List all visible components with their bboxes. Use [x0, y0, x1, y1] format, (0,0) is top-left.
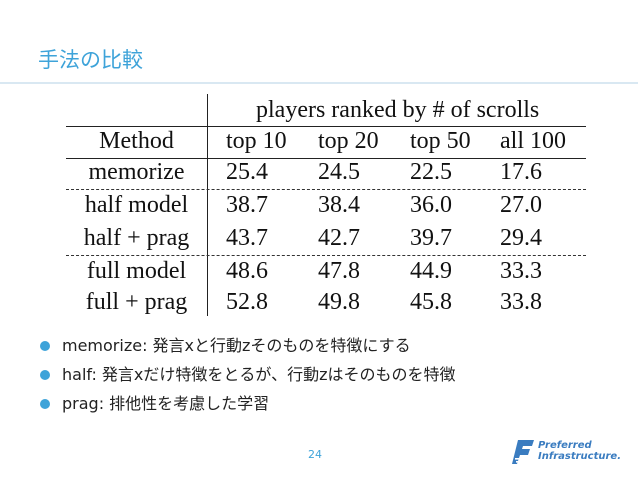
table-header-method: Method [99, 128, 174, 154]
table-cell: 45.8 [410, 289, 452, 315]
table-header-cell: top 20 [318, 128, 379, 154]
table-cell: 27.0 [500, 192, 542, 218]
table-cell: 39.7 [410, 225, 452, 251]
table-cell: 52.8 [226, 289, 268, 315]
table-dashed-rule [66, 189, 586, 190]
page-number: 24 [308, 448, 322, 461]
table-cell: 25.4 [226, 159, 268, 185]
bullet-item: memorize: 発言xと行動zそのものを特徴にする [40, 336, 455, 365]
table-method-label: half model [84, 192, 189, 218]
bullet-dot-icon [40, 370, 50, 380]
table-cell: 44.9 [410, 258, 452, 284]
table-method-label: half + prag [83, 225, 190, 251]
logo-text-line: Preferred [538, 440, 592, 451]
logo-text: Preferred Infrastructure. [538, 440, 621, 462]
table-cell: 43.7 [226, 225, 268, 251]
table-method-label: full + prag [85, 289, 188, 315]
table-header-cell: all 100 [500, 128, 566, 154]
bullet-dot-icon [40, 399, 50, 409]
table-cell: 29.4 [500, 225, 542, 251]
table-cell: 47.8 [318, 258, 360, 284]
bullet-dot-icon [40, 341, 50, 351]
table-cell: 42.7 [318, 225, 360, 251]
table-method-label: full model [86, 258, 187, 284]
table-vertical-rule [207, 94, 208, 316]
table-cell: 24.5 [318, 159, 360, 185]
table-rule-below-group-header [66, 126, 586, 127]
bullet-text: half: 発言xだけ特徴をとるが、行動zはそのものを特徴 [62, 365, 456, 384]
table-cell: 33.3 [500, 258, 542, 284]
table-rule-below-header [66, 158, 586, 159]
table-dashed-rule [66, 255, 586, 256]
logo-mark-icon [512, 440, 534, 464]
bullet-text: memorize: 発言xと行動zそのものを特徴にする [62, 336, 411, 355]
table-cell: 33.8 [500, 289, 542, 315]
table-cell: 49.8 [318, 289, 360, 315]
title-divider [0, 82, 638, 84]
table-cell: 22.5 [410, 159, 452, 185]
logo-text-line: Infrastructure. [538, 451, 621, 462]
table-group-header: players ranked by # of scrolls [256, 97, 540, 123]
company-logo: Preferred Infrastructure. [512, 438, 634, 468]
table-cell: 38.4 [318, 192, 360, 218]
slide-title: 手法の比較 [38, 48, 143, 72]
table-cell: 38.7 [226, 192, 268, 218]
bullet-text: prag: 排他性を考慮した学習 [62, 394, 270, 413]
bullet-list: memorize: 発言xと行動zそのものを特徴にする half: 発言xだけ特… [40, 336, 455, 423]
results-table: players ranked by # of scrolls Method to… [66, 90, 586, 320]
table-header-cell: top 50 [410, 128, 471, 154]
table-cell: 48.6 [226, 258, 268, 284]
table-header-cell: top 10 [226, 128, 287, 154]
bullet-item: prag: 排他性を考慮した学習 [40, 394, 455, 423]
table-cell: 17.6 [500, 159, 542, 185]
table-cell: 36.0 [410, 192, 452, 218]
table-method-label: memorize [88, 159, 185, 185]
bullet-item: half: 発言xだけ特徴をとるが、行動zはそのものを特徴 [40, 365, 455, 394]
